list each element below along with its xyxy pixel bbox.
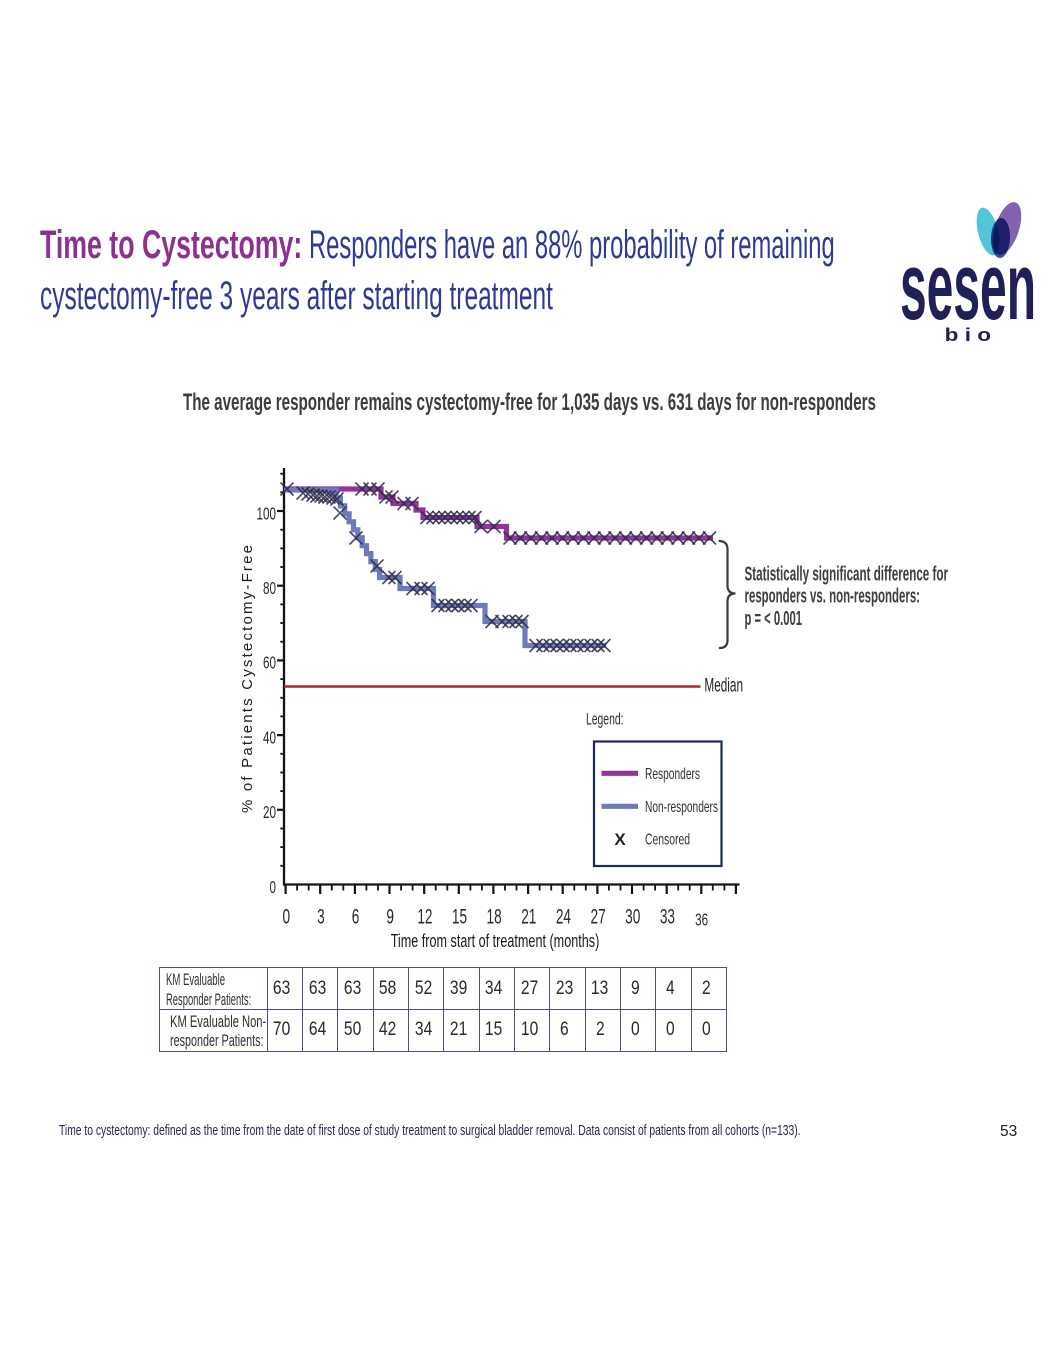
- svg-text:Non-responders: Non-responders: [645, 799, 718, 816]
- svg-text:Legend:: Legend:: [586, 710, 624, 729]
- svg-text:Time from start of treatment (: Time from start of treatment (months): [391, 931, 600, 951]
- svg-text:20: 20: [263, 803, 276, 823]
- svg-text:30: 30: [625, 905, 640, 929]
- svg-text:responders vs. non-responders:: responders vs. non-responders:: [745, 586, 921, 608]
- svg-text:3: 3: [317, 905, 325, 929]
- svg-text:p = < 0.001: p = < 0.001: [745, 608, 803, 630]
- svg-text:36: 36: [695, 910, 708, 930]
- svg-text:Censored: Censored: [645, 832, 690, 849]
- svg-text:27: 27: [591, 905, 606, 929]
- svg-text:60: 60: [263, 653, 276, 673]
- svg-text:% of Patients Cystectomy-Free: % of Patients Cystectomy-Free: [239, 545, 256, 813]
- svg-text:0: 0: [269, 877, 276, 897]
- svg-text:15: 15: [452, 905, 467, 929]
- svg-text:0: 0: [283, 905, 291, 929]
- svg-text:Responders: Responders: [645, 766, 700, 783]
- svg-text:X: X: [614, 830, 626, 849]
- svg-text:80: 80: [263, 579, 276, 599]
- svg-text:12: 12: [417, 905, 432, 929]
- svg-text:18: 18: [487, 905, 502, 929]
- svg-text:21: 21: [521, 905, 536, 929]
- svg-text:6: 6: [352, 905, 360, 929]
- svg-text:40: 40: [263, 728, 276, 748]
- svg-text:b i o: b i o: [945, 325, 991, 345]
- svg-text:9: 9: [386, 905, 394, 929]
- svg-text:100: 100: [256, 504, 276, 524]
- svg-text:33: 33: [660, 905, 675, 929]
- svg-text:Statistically significant diff: Statistically significant difference for: [745, 563, 949, 585]
- svg-text:24: 24: [556, 905, 571, 929]
- svg-text:Median: Median: [704, 676, 743, 697]
- svg-text:sesen: sesen: [900, 233, 1036, 340]
